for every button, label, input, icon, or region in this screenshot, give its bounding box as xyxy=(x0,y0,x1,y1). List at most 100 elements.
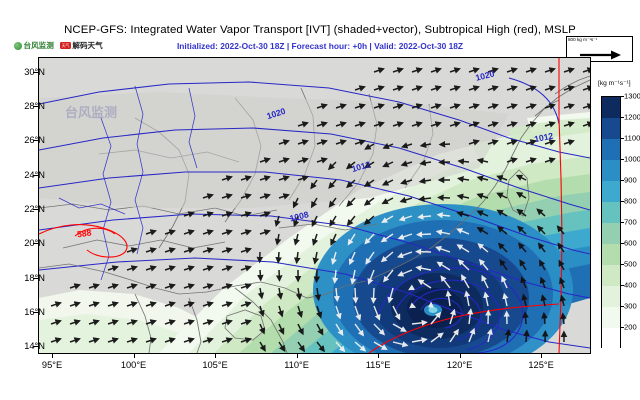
ivt-vector xyxy=(310,179,318,190)
ivt-vector xyxy=(438,140,451,148)
ivt-vector xyxy=(348,251,356,266)
lon-tick-label: 110°E xyxy=(284,360,309,370)
ivt-vector xyxy=(258,305,265,318)
ivt-vector xyxy=(354,341,367,352)
colorbar-tick-mark xyxy=(621,222,624,223)
ivt-vector xyxy=(164,247,176,254)
ivt-vector xyxy=(563,67,575,74)
ivt-vector xyxy=(397,269,413,277)
typhoon-monitor-label: 台风监测 xyxy=(23,41,54,50)
ivt-vector xyxy=(202,193,214,200)
ivt-vector xyxy=(506,121,518,128)
ivt-vector xyxy=(240,175,252,182)
ivt-vector xyxy=(418,195,432,203)
red-badge-icon: 天气 xyxy=(59,42,71,49)
ivt-vector xyxy=(397,233,413,240)
ivt-vector xyxy=(440,275,451,289)
ivt-vector xyxy=(293,233,300,246)
colorbar-segment xyxy=(602,202,620,224)
ivt-vector xyxy=(352,287,359,304)
ivt-vector xyxy=(88,301,100,308)
ivt-vector xyxy=(297,139,309,146)
ivt-vector xyxy=(415,265,432,272)
ivt-vector xyxy=(496,192,508,199)
green-globe-icon xyxy=(14,41,22,50)
colorbar-tick-mark xyxy=(621,138,624,139)
ivt-vector xyxy=(456,210,470,218)
ivt-vector xyxy=(354,305,362,321)
lat-tick-mark xyxy=(33,140,38,142)
ivt-vector xyxy=(145,265,157,272)
ivt-vector xyxy=(387,287,394,304)
ivt-vector xyxy=(328,197,337,208)
colorbar-segment xyxy=(602,265,620,287)
ivt-vector xyxy=(476,210,489,217)
ivt-vector xyxy=(449,85,461,92)
ivt-vector xyxy=(559,277,566,289)
ivt-vector xyxy=(430,67,442,74)
ivt-vector xyxy=(467,308,474,325)
ivt-vector xyxy=(278,139,290,146)
ivt-vector xyxy=(544,121,556,128)
ivt-vector xyxy=(145,229,157,236)
ivt-vector xyxy=(496,226,508,235)
ivt-vector xyxy=(297,175,309,182)
ivt-vector xyxy=(417,279,432,289)
ivt-vector xyxy=(221,211,233,218)
ivt-vector xyxy=(88,337,100,344)
lat-tick-mark xyxy=(33,106,38,108)
ivt-vector xyxy=(295,287,303,301)
ivt-vector xyxy=(202,301,214,308)
ivt-vector xyxy=(487,85,499,92)
ivt-vector xyxy=(468,85,480,92)
lat-tick-mark xyxy=(33,346,38,348)
decode-weather-logo[interactable]: 天气 解码天气 xyxy=(59,40,103,51)
mslp-contour-label: 1012 xyxy=(533,130,554,144)
ivt-vector xyxy=(278,323,285,335)
ivt-vector xyxy=(456,193,470,201)
ivt-vector xyxy=(536,225,546,235)
ivt-vector xyxy=(278,175,290,182)
ivt-vector xyxy=(476,192,489,200)
ivt-vector xyxy=(221,301,233,308)
ivt-vector xyxy=(88,319,100,326)
ivt-vector xyxy=(370,287,377,304)
lon-tick-mark xyxy=(296,353,298,358)
lon-tick-label: 105°E xyxy=(202,360,228,370)
lat-tick-mark xyxy=(33,208,38,210)
ivt-vector xyxy=(354,85,366,92)
ivt-vector xyxy=(563,121,575,128)
ivt-vector xyxy=(297,121,309,128)
ivt-vector xyxy=(259,175,271,182)
ivt-vector xyxy=(278,193,290,200)
ivt-vector xyxy=(257,287,265,300)
ivt-vector xyxy=(497,242,508,253)
map-canvas[interactable]: 1020 1020 1012 1012 1008 588 台风监测 xyxy=(38,57,591,354)
ivt-vector xyxy=(506,157,518,164)
typhoon-monitor-logo[interactable]: 台风监测 xyxy=(14,40,54,51)
ivt-vector xyxy=(456,175,470,183)
ivt-vector xyxy=(504,328,512,343)
ivt-vector xyxy=(354,139,366,146)
ivt-vector xyxy=(435,245,451,253)
colorbar-segment xyxy=(602,286,620,308)
ivt-vector xyxy=(69,319,81,326)
ivt-vector xyxy=(544,139,556,146)
ivt-vector xyxy=(315,305,323,319)
ivt-vector xyxy=(88,283,100,290)
ivt-vector xyxy=(354,103,366,110)
colorbar-segment xyxy=(602,244,620,266)
ivt-vector xyxy=(392,85,404,92)
red-badge-text: 天气 xyxy=(61,42,70,48)
ivt-vector xyxy=(418,177,432,185)
ivt-vector xyxy=(354,121,366,128)
ivt-vector xyxy=(107,337,119,344)
ivt-vector xyxy=(69,301,81,308)
ivt-vector xyxy=(50,337,62,344)
ivt-vector xyxy=(259,229,271,236)
ivt-vector xyxy=(501,275,508,289)
colorbar-segment xyxy=(602,160,620,182)
ivt-vector xyxy=(311,233,319,246)
ivt-vector xyxy=(457,158,470,165)
ivt-vector xyxy=(364,143,375,150)
